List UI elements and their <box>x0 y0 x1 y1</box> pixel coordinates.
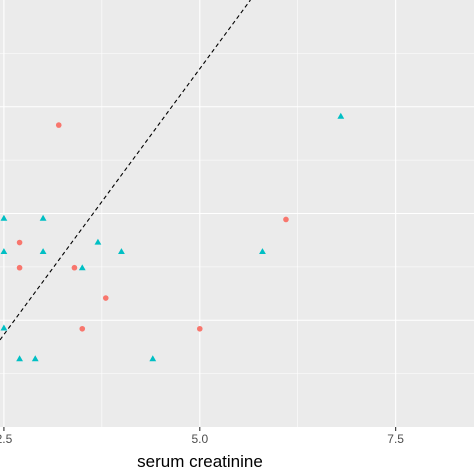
data-point-triangle <box>149 355 157 362</box>
data-point-circle <box>283 216 289 223</box>
x-tick-label: 7.5 <box>387 432 404 446</box>
data-point-triangle <box>118 248 125 255</box>
x-axis-ticks: 2.5 5.0 7.5 <box>0 427 404 446</box>
data-point-circle <box>79 325 86 332</box>
data-point-triangle <box>337 112 345 119</box>
data-point-circle <box>16 239 23 246</box>
x-tick-label: 2.5 <box>0 432 13 446</box>
data-point-triangle <box>78 264 86 271</box>
data-point-triangle <box>94 238 102 245</box>
data-point-triangle <box>16 355 23 362</box>
data-point-circle <box>16 264 23 271</box>
data-point-triangle <box>0 214 8 221</box>
major-grid <box>0 0 474 427</box>
data-point-triangle <box>39 248 47 255</box>
data-point-triangle <box>0 324 8 331</box>
data-point-circle <box>55 122 62 128</box>
data-point-triangle <box>31 355 39 362</box>
data-point-circle <box>71 264 78 271</box>
data-point-triangle <box>0 248 8 255</box>
data-point-circle <box>196 325 203 332</box>
data-point-triangle <box>39 214 47 221</box>
reference-line <box>0 0 251 341</box>
data-points <box>0 112 345 362</box>
data-point-triangle <box>259 248 266 255</box>
data-point-circle <box>102 295 109 301</box>
x-axis-title: serum creatinine <box>137 452 263 471</box>
x-tick-label: 5.0 <box>191 432 208 446</box>
